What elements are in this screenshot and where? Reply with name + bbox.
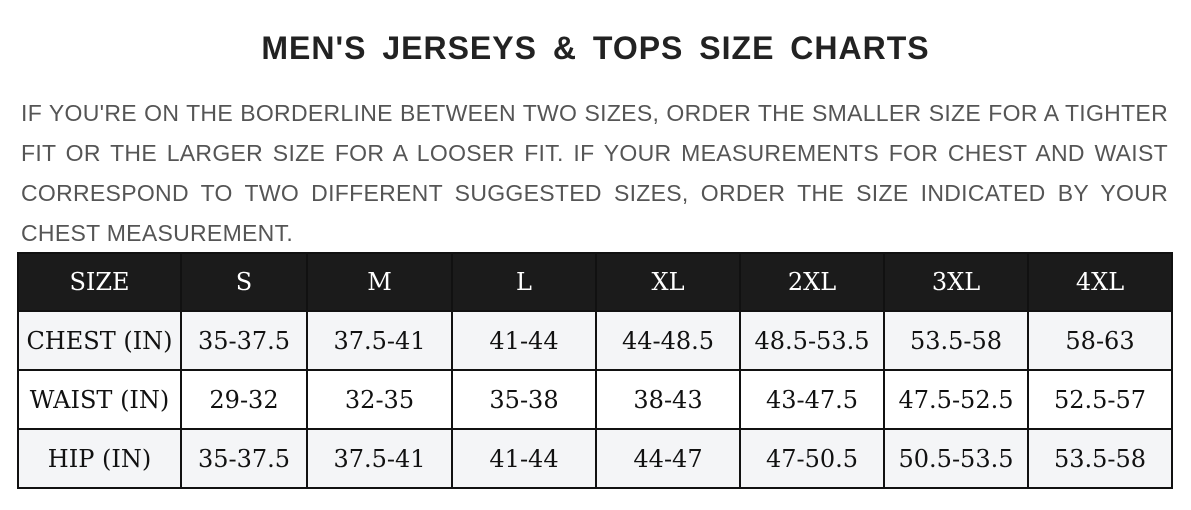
table-cell: 44-47 xyxy=(595,428,741,489)
header-row: SIZE S M L XL 2XL 3XL 4XL xyxy=(17,252,1173,312)
column-header: S xyxy=(180,252,308,312)
table-cell: 44-48.5 xyxy=(595,310,741,371)
table-cell: 48.5-53.5 xyxy=(739,310,885,371)
table-cell: 35-38 xyxy=(451,369,597,430)
sizing-note: IF YOU'RE ON THE BORDERLINE BETWEEN TWO … xyxy=(21,100,1168,246)
table-cell: 41-44 xyxy=(451,428,597,489)
table-cell: 29-32 xyxy=(180,369,308,430)
table-cell: 47-50.5 xyxy=(739,428,885,489)
table-row: HIP (IN) 35-37.5 37.5-41 41-44 44-47 47-50.5 5… xyxy=(17,428,1173,489)
row-label: CHEST (IN) xyxy=(17,310,182,371)
table-row: WAIST (IN) 29-32 32-35 35-38 38-43 43-47.5 47.… xyxy=(17,369,1173,430)
table-cell: 50.5-53.5 xyxy=(883,428,1029,489)
column-header: SIZE xyxy=(17,252,182,312)
column-header: 3XL xyxy=(883,252,1029,312)
column-header: 2XL xyxy=(739,252,885,312)
table-cell: 37.5-41 xyxy=(306,310,453,371)
table-cell: 53.5-58 xyxy=(883,310,1029,371)
table-cell: 37.5-41 xyxy=(306,428,453,489)
column-header: 4XL xyxy=(1027,252,1173,312)
size-chart-table: SIZE S M L XL 2XL 3XL 4XL CHEST (IN) 35-37.5 37.5… xyxy=(17,252,1173,489)
table-cell: 52.5-57 xyxy=(1027,369,1173,430)
table-cell: 58-63 xyxy=(1027,310,1173,371)
column-header: M xyxy=(306,252,453,312)
table-cell: 41-44 xyxy=(451,310,597,371)
table-cell: 43-47.5 xyxy=(739,369,885,430)
column-header: XL xyxy=(595,252,741,312)
table-cell: 53.5-58 xyxy=(1027,428,1173,489)
table-cell: 38-43 xyxy=(595,369,741,430)
table-row: CHEST (IN) 35-37.5 37.5-41 41-44 44-48.5 48.5… xyxy=(17,310,1173,371)
table-cell: 32-35 xyxy=(306,369,453,430)
page-title: MEN'S JERSEYS & TOPS SIZE CHARTS xyxy=(261,30,930,66)
table-cell: 35-37.5 xyxy=(180,310,308,371)
table-cell: 35-37.5 xyxy=(180,428,308,489)
row-label: WAIST (IN) xyxy=(17,369,182,430)
column-header: L xyxy=(451,252,597,312)
row-label: HIP (IN) xyxy=(17,428,182,489)
table-cell: 47.5-52.5 xyxy=(883,369,1029,430)
